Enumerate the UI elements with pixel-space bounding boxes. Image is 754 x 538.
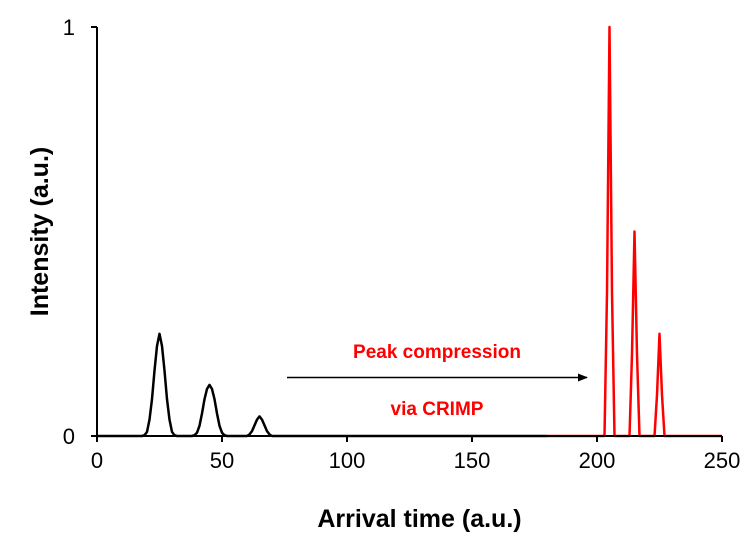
- series-line-0: [97, 332, 547, 438]
- annotation-via-crimp: via CRIMP: [391, 399, 484, 420]
- series-layer: [97, 25, 722, 438]
- x-ticks: 0 50 100 150 200 250: [91, 436, 740, 473]
- y-tick-label: 1: [63, 15, 75, 40]
- x-tick-label: 250: [704, 448, 741, 473]
- annotation-peak-compression: Peak compression: [353, 342, 521, 363]
- y-axis-title: Intensity (a.u.): [26, 147, 54, 316]
- y-ticks: 01: [63, 15, 97, 449]
- x-tick-label: 0: [91, 448, 103, 473]
- x-tick-label: 50: [210, 448, 234, 473]
- series-line-1: [547, 25, 722, 438]
- y-tick-label: 0: [63, 424, 75, 449]
- x-tick-label: 150: [454, 448, 491, 473]
- x-tick-label: 100: [329, 448, 366, 473]
- x-tick-label: 200: [579, 448, 616, 473]
- x-axis-title: Arrival time (a.u.): [317, 505, 521, 533]
